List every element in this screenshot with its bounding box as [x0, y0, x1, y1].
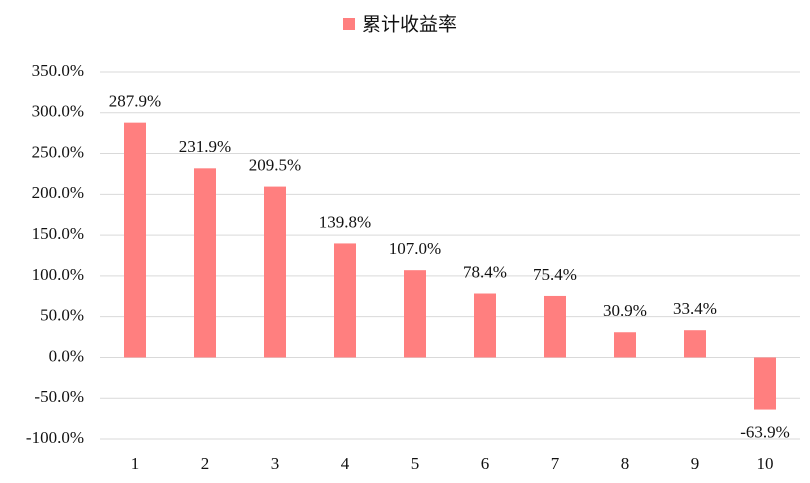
y-tick-label: -50.0% — [34, 387, 84, 406]
data-label: 33.4% — [673, 299, 717, 318]
y-tick-label: 200.0% — [32, 183, 84, 202]
data-label: 139.8% — [319, 212, 371, 231]
bar — [404, 270, 426, 358]
x-tick-label: 7 — [551, 454, 560, 473]
x-tick-label: 1 — [131, 454, 140, 473]
data-label: 287.9% — [109, 92, 161, 111]
bar — [124, 122, 146, 358]
bar — [334, 243, 356, 358]
bar — [544, 295, 566, 358]
data-label: 78.4% — [463, 262, 507, 281]
bar — [614, 332, 636, 358]
y-tick-label: 350.0% — [32, 61, 84, 80]
bar — [474, 293, 496, 358]
data-label: -63.9% — [740, 422, 790, 441]
x-tick-label: 3 — [271, 454, 280, 473]
x-tick-label: 10 — [757, 454, 774, 473]
data-label: 30.9% — [603, 301, 647, 320]
y-tick-label: 150.0% — [32, 224, 84, 243]
bar — [754, 357, 776, 410]
y-tick-label: -100.0% — [26, 428, 84, 447]
y-tick-label: 100.0% — [32, 265, 84, 284]
bar — [194, 168, 216, 358]
x-tick-label: 8 — [621, 454, 630, 473]
bar — [264, 186, 286, 358]
legend-label: 累计收益率 — [362, 14, 457, 36]
y-tick-label: 50.0% — [40, 306, 84, 325]
data-label: 107.0% — [389, 239, 441, 258]
x-tick-label: 5 — [411, 454, 420, 473]
x-tick-label: 6 — [481, 454, 490, 473]
data-label: 75.4% — [533, 265, 577, 284]
data-label: 209.5% — [249, 155, 301, 174]
y-tick-label: 250.0% — [32, 142, 84, 161]
x-tick-label: 2 — [201, 454, 210, 473]
data-label: 231.9% — [179, 137, 231, 156]
x-tick-label: 9 — [691, 454, 700, 473]
x-tick-label: 4 — [341, 454, 350, 473]
y-tick-label: 300.0% — [32, 102, 84, 121]
y-tick-label: 0.0% — [49, 346, 84, 365]
bar — [684, 330, 706, 358]
legend-swatch — [343, 18, 355, 30]
